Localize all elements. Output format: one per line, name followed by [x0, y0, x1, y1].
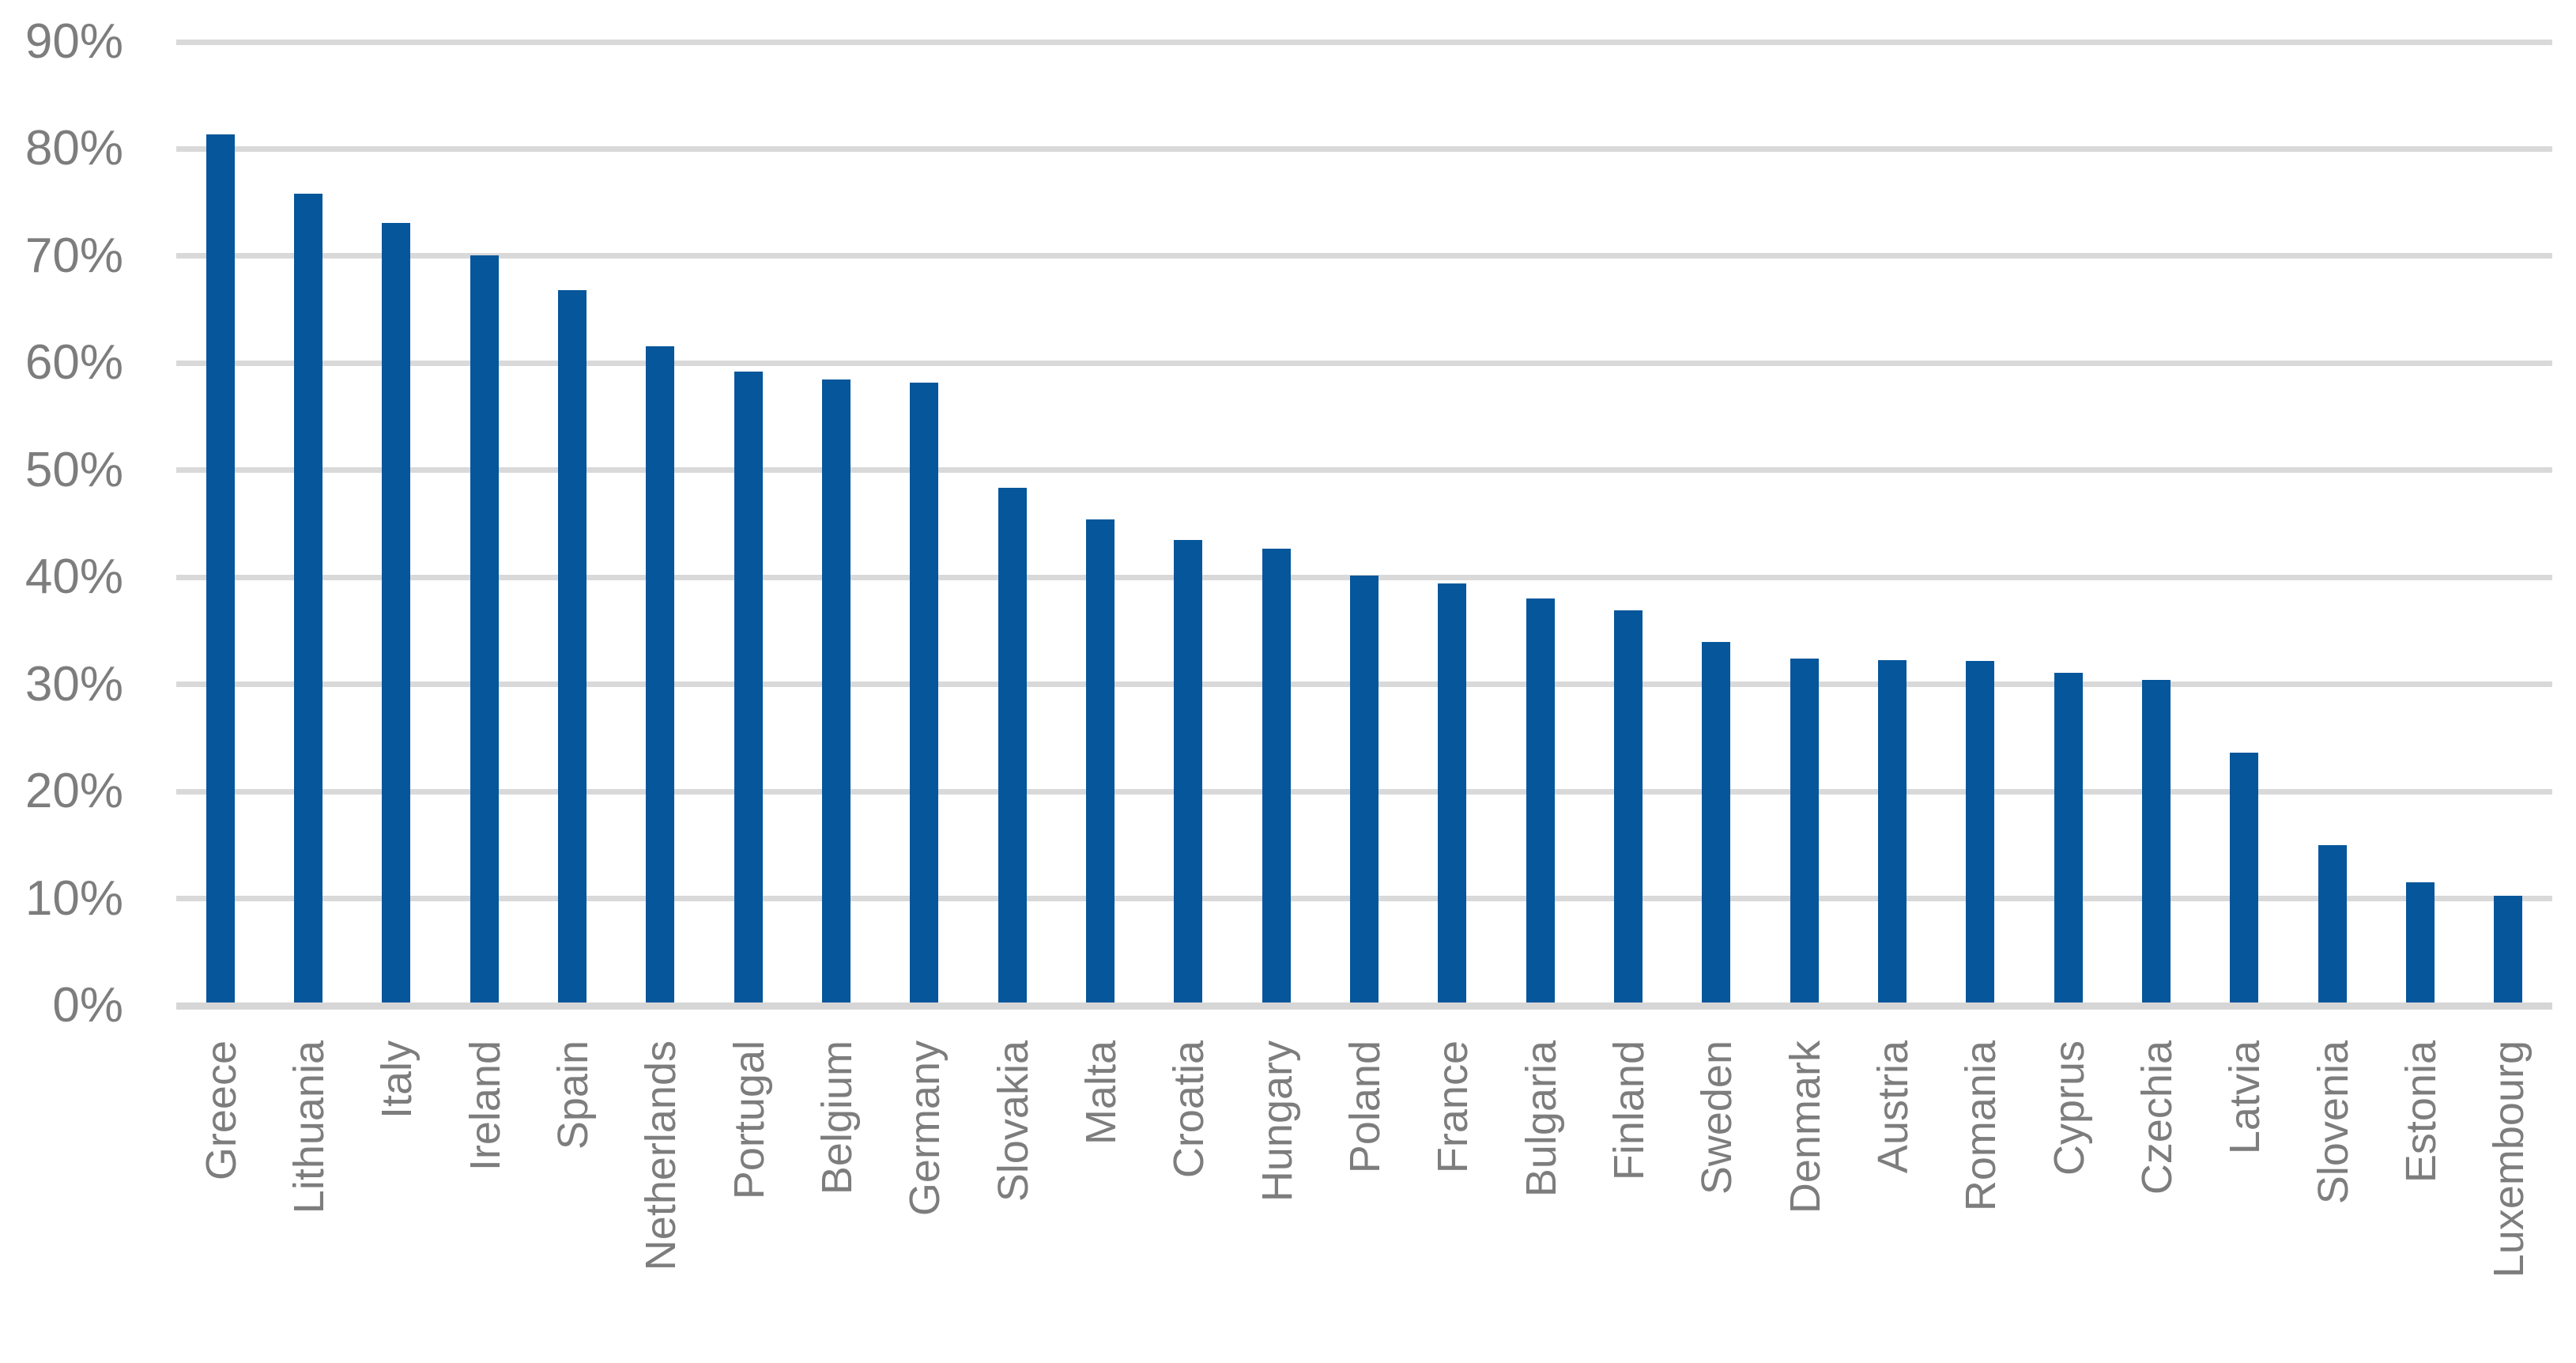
x-label-slovakia: Slovakia	[990, 1040, 1037, 1203]
bar-belgium	[822, 379, 850, 1002]
y-tick-label-60: 60%	[25, 335, 123, 390]
bar-italy	[382, 223, 410, 1002]
bar-estonia	[2406, 882, 2435, 1002]
y-tick-label-70: 70%	[25, 228, 123, 283]
x-label-hungary: Hungary	[1254, 1040, 1301, 1203]
x-label-greece: Greece	[198, 1040, 245, 1181]
y-tick-label-30: 30%	[25, 657, 123, 712]
x-label-belgium: Belgium	[813, 1040, 861, 1195]
y-tick-label-90: 90%	[25, 14, 123, 69]
x-label-cyprus: Cyprus	[2046, 1040, 2093, 1176]
x-label-finland: Finland	[1605, 1040, 1653, 1181]
bar-denmark	[1790, 659, 1819, 1002]
y-tick-label-40: 40%	[25, 549, 123, 604]
gridline-70	[176, 253, 2552, 259]
bar-slovenia	[2318, 845, 2347, 1002]
x-label-germany: Germany	[901, 1040, 949, 1217]
x-label-denmark: Denmark	[1782, 1040, 1829, 1214]
gridline-60	[176, 361, 2552, 366]
bar-latvia	[2230, 753, 2258, 1002]
bar-lithuania	[294, 194, 322, 1002]
y-tick-label-0: 0%	[52, 978, 123, 1033]
bar-poland	[1350, 576, 1379, 1002]
gridline-50	[176, 467, 2552, 473]
bar-malta	[1086, 519, 1115, 1002]
bar-sweden	[1702, 642, 1730, 1002]
x-label-bulgaria: Bulgaria	[1518, 1040, 1565, 1198]
x-label-poland: Poland	[1341, 1040, 1389, 1174]
bar-bulgaria	[1526, 598, 1555, 1002]
bar-slovakia	[998, 488, 1027, 1002]
x-label-netherlands: Netherlands	[637, 1040, 685, 1271]
bar-france	[1438, 583, 1466, 1002]
x-label-luxembourg: Luxembourg	[2485, 1040, 2533, 1278]
bar-greece	[206, 134, 235, 1002]
x-label-italy: Italy	[373, 1040, 421, 1119]
x-label-ireland: Ireland	[462, 1040, 509, 1172]
bar-finland	[1614, 610, 1643, 1002]
x-label-croatia: Croatia	[1165, 1040, 1213, 1179]
x-label-slovenia: Slovenia	[2310, 1040, 2357, 1205]
bar-romania	[1966, 661, 1994, 1002]
x-label-portugal: Portugal	[726, 1040, 773, 1200]
y-tick-label-50: 50%	[25, 443, 123, 497]
x-label-romania: Romania	[1957, 1040, 2005, 1212]
x-label-sweden: Sweden	[1693, 1040, 1741, 1195]
bar-austria	[1878, 660, 1907, 1002]
x-label-czechia: Czechia	[2133, 1040, 2181, 1195]
x-label-spain: Spain	[549, 1040, 597, 1150]
bar-ireland	[470, 255, 499, 1002]
x-label-france: France	[1429, 1040, 1477, 1174]
bar-cyprus	[2054, 673, 2083, 1002]
x-label-latvia: Latvia	[2221, 1040, 2269, 1155]
gridline-90	[176, 40, 2552, 45]
bar-portugal	[734, 372, 763, 1002]
bar-czechia	[2142, 680, 2171, 1002]
gridline-80	[176, 146, 2552, 152]
y-tick-label-10: 10%	[25, 871, 123, 926]
x-label-estonia: Estonia	[2397, 1040, 2445, 1184]
y-tick-label-20: 20%	[25, 764, 123, 818]
bar-hungary	[1262, 549, 1291, 1002]
x-axis-line	[176, 1002, 2552, 1010]
x-label-austria: Austria	[1869, 1040, 1917, 1174]
bar-luxembourg	[2494, 896, 2522, 1002]
y-tick-label-80: 80%	[25, 121, 123, 176]
x-label-lithuania: Lithuania	[285, 1040, 333, 1214]
bar-croatia	[1174, 540, 1202, 1002]
x-label-malta: Malta	[1077, 1040, 1125, 1146]
bar-spain	[558, 290, 586, 1002]
bar-netherlands	[646, 346, 674, 1002]
bar-germany	[910, 383, 938, 1002]
